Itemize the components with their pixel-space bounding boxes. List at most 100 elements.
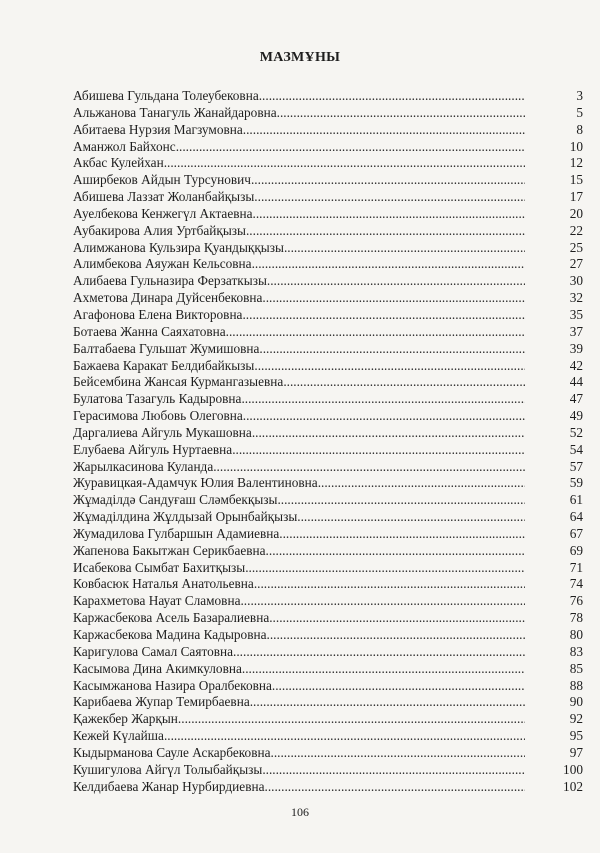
- dot-leader: ........................................…: [225, 323, 525, 339]
- dot-leader: ........................................…: [242, 408, 525, 424]
- entry-page: 85: [569, 660, 583, 676]
- entry-page: 57: [569, 458, 583, 474]
- toc-entry: Абишева Гульдана Толеубековна...........…: [73, 88, 583, 105]
- toc-entry: Каригулова Самал Саятовна...............…: [73, 644, 583, 661]
- entry-page: 100: [563, 761, 583, 777]
- entry-author: Келдибаева Жанар Нурбирдиевна: [73, 778, 265, 794]
- entry-author: Бейсембина Жансая Курмангазыевна: [73, 374, 284, 390]
- entry-page: 17: [569, 189, 583, 205]
- dot-leader: ........................................…: [262, 290, 526, 306]
- dot-leader: ........................................…: [283, 374, 526, 390]
- toc-entry: Аширбеков Айдын Турсунович..............…: [73, 172, 583, 189]
- entry-page: 92: [569, 711, 583, 727]
- entry-page: 42: [569, 357, 583, 373]
- toc-entry: Аманжол Байхонс.........................…: [73, 139, 583, 156]
- entry-author: Абишева Лаззат Жоланбайқызы: [73, 189, 255, 205]
- entry-author: Ауелбекова Кенжегүл Актаевна: [73, 205, 253, 221]
- dot-leader: ........................................…: [242, 121, 525, 137]
- entry-page: 44: [569, 374, 583, 390]
- dot-leader: ........................................…: [266, 273, 525, 289]
- entry-page: 54: [569, 441, 583, 457]
- entry-author: Кушигулова Айгүл Толыбайқызы: [73, 761, 263, 777]
- entry-author: Ковбасюк Наталья Анатольевна: [73, 576, 254, 592]
- dot-leader: ........................................…: [251, 256, 525, 272]
- entry-author: Алимбекова Аяужан Кельсовна: [73, 256, 252, 272]
- entry-page: 67: [569, 525, 583, 541]
- entry-page: 95: [569, 728, 583, 744]
- entry-author: Каржасбекова Мадина Кадыровна: [73, 627, 267, 642]
- entry-author: Ахметова Динара Дуйсенбековна: [73, 290, 263, 306]
- dot-leader: ........................................…: [250, 172, 525, 188]
- toc-entry: Исабекова Сымбат Бахитқызы..............…: [73, 560, 583, 577]
- toc-entry: Кежей Күлайша ..........................…: [73, 728, 583, 745]
- entry-page: 25: [569, 239, 583, 255]
- entry-page: 76: [569, 593, 583, 609]
- entry-author: Жумадилова Гулбаршын Адамиевна: [73, 525, 280, 541]
- toc-entry: Жарылкасинова Куланда...................…: [73, 459, 583, 476]
- toc-entry: Карибаева Жупар Темирбаевна.............…: [73, 694, 583, 711]
- dot-leader: ........................................…: [254, 189, 525, 205]
- dot-leader: ........................................…: [232, 441, 525, 457]
- toc-entry: Альжанова Танагуль Жанайдаровна.........…: [73, 105, 583, 122]
- entry-author: Аширбеков Айдын Турсунович: [73, 172, 251, 188]
- entry-page: 47: [569, 391, 583, 407]
- toc-entry: Каржасбекова Асель Базаралиевна.........…: [73, 610, 583, 627]
- entry-page: 35: [569, 306, 583, 322]
- dot-leader: ........................................…: [265, 542, 525, 558]
- toc-entry: Ковбасюк Наталья Анатольевна............…: [73, 576, 583, 593]
- toc-entry: Герасимова Любовь Олеговна..............…: [73, 408, 583, 425]
- toc-entry: Жумадилова Гулбаршын Адамиевна..........…: [73, 526, 583, 543]
- entry-page: 5: [576, 104, 583, 120]
- dot-leader: ........................................…: [277, 492, 526, 508]
- dot-leader: ........................................…: [262, 761, 525, 777]
- dot-leader: ........................................…: [297, 509, 525, 525]
- toc-entry: Журавицкая-Адамчук Юлия Валентиновна....…: [73, 475, 583, 492]
- entry-author: Даргалиева Айгуль Мукашовна: [73, 424, 252, 440]
- toc-entry: Бажаева Каракат Белдибайкызы............…: [73, 358, 583, 375]
- dot-leader: ........................................…: [283, 239, 525, 255]
- toc-entry: Бейсембина Жансая Курмангазыевна........…: [73, 374, 583, 391]
- toc-entry: Абитаева Нурзия Магзумовна..............…: [73, 122, 583, 139]
- entry-author: Алимжанова Кульзира Қуандыққызы: [73, 239, 284, 255]
- entry-page: 88: [569, 677, 583, 693]
- entry-page: 90: [569, 694, 583, 710]
- entry-author: Қажекбер Жарқын: [73, 711, 178, 727]
- toc-entry: Ботаева Жанна Саяхатовна................…: [73, 324, 583, 341]
- entry-author: Булатова Тазагуль Кадыровна: [73, 391, 242, 407]
- entry-page: 3: [576, 88, 583, 103]
- toc-entry: Жапенова Бакытжан Серикбаевна...........…: [73, 543, 583, 560]
- dot-leader: ........................................…: [276, 104, 525, 120]
- dot-leader: ........................................…: [266, 627, 525, 642]
- dot-leader: ........................................…: [259, 340, 526, 356]
- entry-page: 102: [563, 778, 583, 794]
- entry-page: 37: [569, 323, 583, 339]
- dot-leader: ........................................…: [269, 610, 526, 626]
- entry-page: 64: [569, 509, 583, 525]
- toc-entry: Алибаева Гульназира Ферзаткызы..........…: [73, 273, 583, 290]
- entry-author: Елубаева Айгуль Нуртаевна: [73, 441, 233, 457]
- entry-page: 22: [569, 222, 583, 238]
- entry-page: 15: [569, 172, 583, 188]
- entry-author: Альжанова Танагуль Жанайдаровна: [73, 104, 277, 120]
- entry-page: 97: [569, 744, 583, 760]
- entry-author: Балтабаева Гульшат Жумишовна: [73, 340, 260, 356]
- toc-entry: Балтабаева Гульшат Жумишовна............…: [73, 341, 583, 358]
- dot-leader: ........................................…: [258, 88, 525, 103]
- entry-page: 12: [569, 155, 583, 171]
- entry-page: 20: [569, 205, 583, 221]
- entry-page: 80: [569, 627, 583, 642]
- page-title: МАЗМҰНЫ: [259, 50, 341, 65]
- entry-page: 30: [569, 273, 583, 289]
- entry-page: 59: [569, 475, 583, 491]
- dot-leader: ........................................…: [249, 694, 525, 710]
- toc-entry: Қажекбер Жарқын.........................…: [73, 711, 583, 728]
- dot-leader: ........................................…: [245, 222, 525, 238]
- toc-entry: Касымова Дина Акимкуловна...............…: [73, 661, 583, 678]
- entry-author: Жұмаділдә Сандуғаш Сләмбекқызы: [73, 492, 278, 508]
- dot-leader: ........................................…: [233, 643, 525, 659]
- toc-entry: Касымжанова Назира Оралбековна..........…: [73, 678, 583, 695]
- entry-author: Карахметова Науат Сламовна: [73, 593, 241, 609]
- toc-entry: Абишева Лаззат Жоланбайқызы.............…: [73, 189, 583, 206]
- entry-page: 69: [569, 542, 583, 558]
- entry-author: Кыдырманова Сауле Аскарбековна: [73, 744, 271, 760]
